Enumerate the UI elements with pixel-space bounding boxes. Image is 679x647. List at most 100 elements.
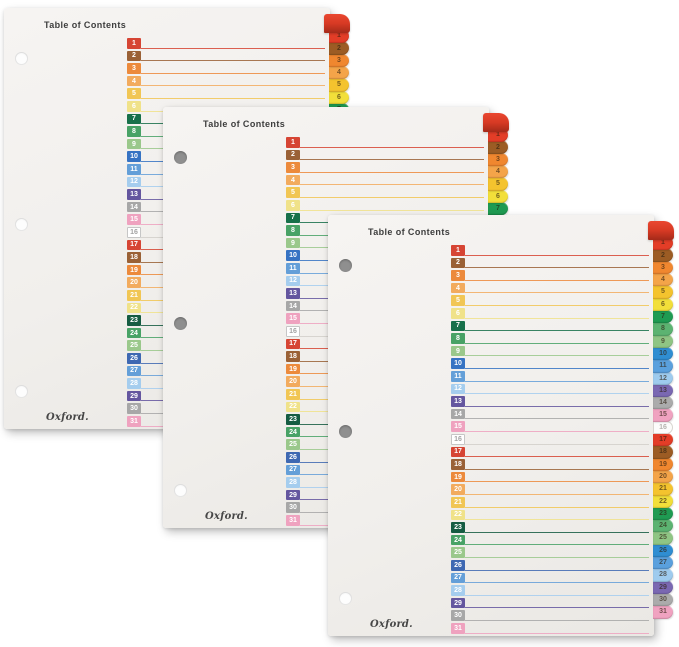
row-number-box: 24 xyxy=(127,327,141,339)
ruled-line xyxy=(465,430,649,432)
index-tab-8: 8 xyxy=(653,322,673,336)
punch-hole xyxy=(15,218,28,231)
toc-row-9: 9 xyxy=(451,345,649,358)
row-number-box: 10 xyxy=(286,250,300,261)
index-tab-15: 15 xyxy=(653,408,673,422)
toc-row-3: 3 xyxy=(451,270,649,282)
row-number-box: 3 xyxy=(451,270,465,281)
row-number-box: 1 xyxy=(127,38,141,49)
row-number-box: 8 xyxy=(127,126,141,137)
row-number-box: 19 xyxy=(286,363,300,375)
toc-row-6: 6 xyxy=(451,308,649,320)
index-tab-17: 17 xyxy=(653,432,673,447)
row-number-box: 21 xyxy=(451,497,465,508)
toc-row-10: 10 xyxy=(451,358,649,370)
ruled-line xyxy=(141,97,325,99)
ruled-line xyxy=(465,317,649,319)
ruled-line xyxy=(465,619,649,621)
row-number-box: 26 xyxy=(286,452,300,463)
index-tab-21: 21 xyxy=(653,482,673,496)
row-number-box: 15 xyxy=(451,421,465,432)
index-tab-5: 5 xyxy=(653,285,673,299)
toc-row-15: 15 xyxy=(451,421,649,433)
index-tab-6: 6 xyxy=(329,90,349,105)
row-number-box: 11 xyxy=(286,263,300,274)
ruled-line xyxy=(141,85,325,87)
index-tab-22: 22 xyxy=(653,494,673,508)
toc-row-29: 29 xyxy=(451,597,649,610)
toc-row-18: 18 xyxy=(451,459,649,471)
row-number-box: 23 xyxy=(127,315,141,326)
ruled-line xyxy=(300,171,484,173)
row-number-box: 26 xyxy=(127,353,141,364)
brand-logo: Oxford. xyxy=(46,412,89,423)
ruled-line xyxy=(465,531,649,533)
toc-row-4: 4 xyxy=(451,282,649,295)
toc-row-list: 1 2 3 4 5 6 7 8 9 10 11 12 13 14 15 16 17 18 19 20 21 22 23 24 2… xyxy=(127,38,325,429)
ruled-line xyxy=(465,519,649,521)
toc-row-7: 7 xyxy=(451,320,649,333)
index-tab-5: 5 xyxy=(329,78,349,92)
ruled-line xyxy=(300,159,484,161)
toc-row-8: 8 xyxy=(451,333,649,345)
row-number-box: 5 xyxy=(286,187,300,198)
toc-row-16: 16 xyxy=(451,434,649,446)
divider-sheet-front: Table of Contents 1 2 3 4 5 6 7 8 9 10 11 12 13 14 15 1… xyxy=(328,215,674,636)
row-number-box: 8 xyxy=(286,225,300,236)
ruled-line xyxy=(465,355,649,357)
index-tab-25: 25 xyxy=(653,531,673,545)
index-tab-2: 2 xyxy=(488,140,508,154)
toc-row-12: 12 xyxy=(451,383,649,396)
row-number-box: 16 xyxy=(127,227,141,238)
index-tab-29: 29 xyxy=(653,580,673,594)
tab-curl xyxy=(324,14,350,33)
ruled-line xyxy=(465,304,649,306)
row-number-box: 13 xyxy=(451,396,465,407)
row-number-box: 2 xyxy=(286,149,300,161)
brand-logo: Oxford. xyxy=(370,619,413,630)
row-number-box: 18 xyxy=(451,459,465,470)
row-number-box: 2 xyxy=(127,50,141,62)
row-number-box: 4 xyxy=(127,75,141,87)
row-number-box: 28 xyxy=(286,477,300,488)
row-number-box: 12 xyxy=(451,383,465,395)
row-number-box: 13 xyxy=(127,189,141,200)
punch-hole xyxy=(174,317,187,330)
ruled-line xyxy=(300,146,484,148)
toc-row-4: 4 xyxy=(127,75,325,88)
ruled-line xyxy=(465,405,649,407)
toc-row-26: 26 xyxy=(451,560,649,572)
toc-row-19: 19 xyxy=(451,471,649,484)
ruled-line xyxy=(465,607,649,609)
ruled-line xyxy=(465,367,649,369)
ruled-line xyxy=(465,267,649,269)
row-number-box: 2 xyxy=(451,257,465,269)
row-number-box: 5 xyxy=(127,88,141,99)
punch-hole xyxy=(15,52,28,65)
row-number-box: 26 xyxy=(451,560,465,571)
index-tab-28: 28 xyxy=(653,568,673,582)
row-number-box: 1 xyxy=(286,137,300,148)
row-number-box: 12 xyxy=(286,275,300,287)
ruled-line xyxy=(465,456,649,458)
index-tab-6: 6 xyxy=(488,189,508,204)
row-number-box: 17 xyxy=(451,446,465,458)
index-tab-4: 4 xyxy=(329,65,349,80)
index-tab-5: 5 xyxy=(488,177,508,191)
row-number-box: 9 xyxy=(451,345,465,357)
ruled-line xyxy=(465,380,649,382)
ruled-line xyxy=(465,292,649,294)
toc-row-list: 1 2 3 4 5 6 7 8 9 10 11 12 13 14 15 16 17 18 19 20 21 22 23 24 2… xyxy=(451,245,649,636)
brand-logo: Oxford. xyxy=(205,511,248,522)
ruled-line xyxy=(465,481,649,483)
row-number-box: 7 xyxy=(286,212,300,224)
toc-row-3: 3 xyxy=(127,63,325,75)
index-tab-7: 7 xyxy=(653,309,673,324)
row-number-box: 21 xyxy=(286,389,300,400)
row-number-box: 22 xyxy=(451,509,465,521)
row-number-box: 28 xyxy=(451,585,465,596)
ruled-line xyxy=(465,393,649,395)
toc-row-4: 4 xyxy=(286,174,484,187)
ruled-line xyxy=(141,72,325,74)
